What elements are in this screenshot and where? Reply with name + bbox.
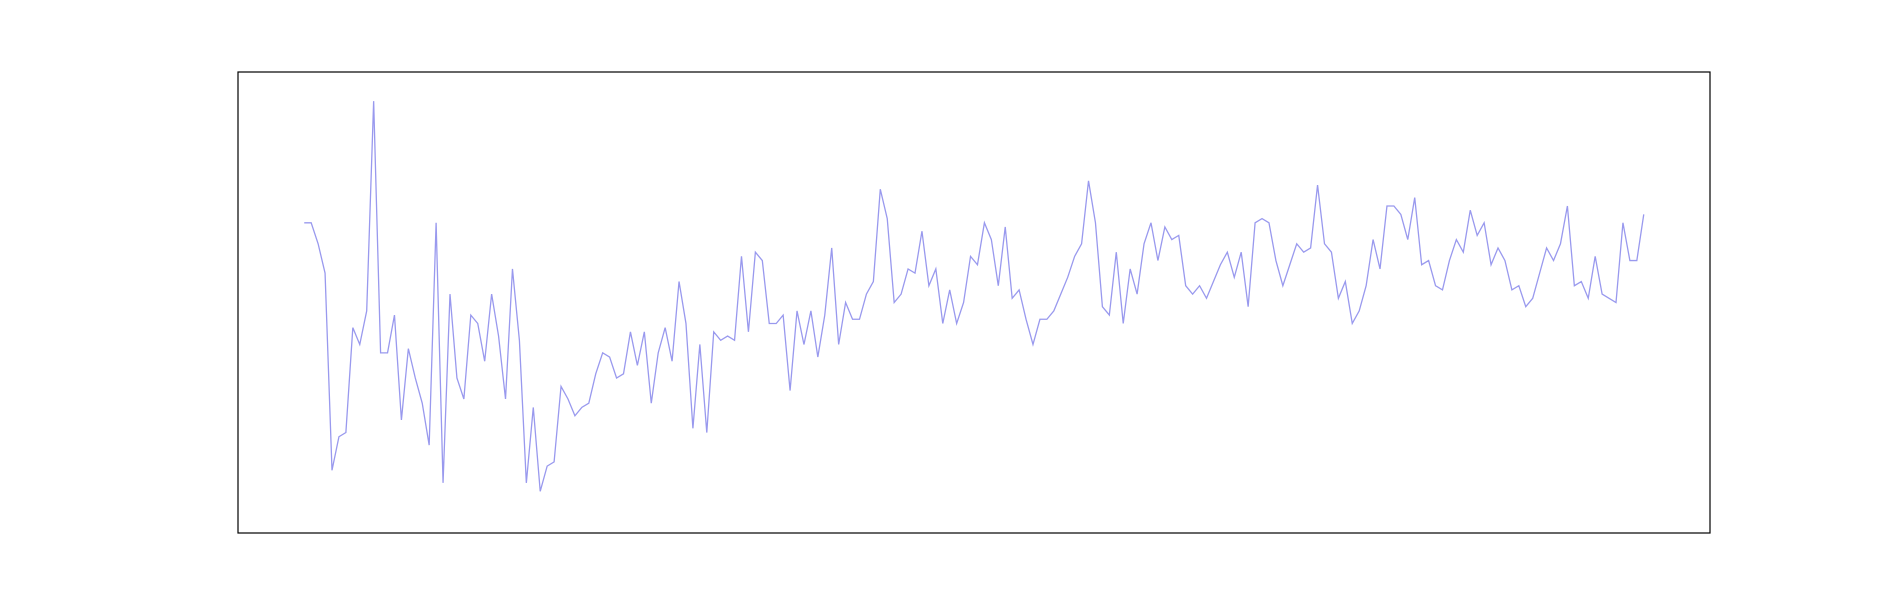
series-line-1: [304, 101, 1645, 492]
plot-frame: [237, 71, 1711, 534]
series-layer: [304, 101, 1645, 492]
